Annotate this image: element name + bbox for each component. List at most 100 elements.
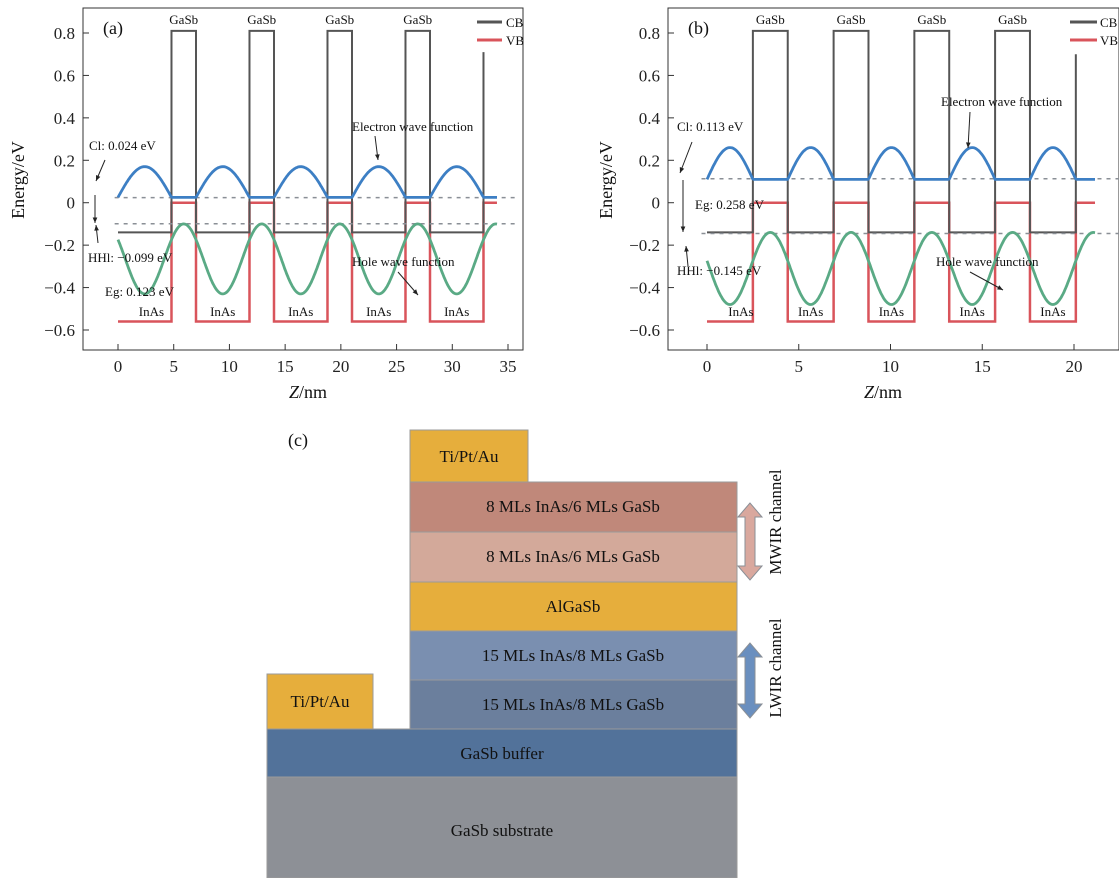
electron-wavefunction-a bbox=[116, 165, 497, 199]
x-tick-label-a-3: 15 bbox=[277, 357, 294, 376]
y-tick-label-b-1: 0.6 bbox=[639, 66, 660, 85]
eg-arrow-a-head bbox=[92, 217, 98, 223]
y-tick-label-a-0: 0.8 bbox=[54, 24, 75, 43]
inas-label-b-1: InAs bbox=[798, 304, 823, 319]
x-tick-label-a-0: 0 bbox=[114, 357, 123, 376]
legend-cb-label-b: CB bbox=[1100, 15, 1118, 30]
layer-lwir-1 bbox=[409, 630, 738, 681]
y-tick-label-a-6: −0.4 bbox=[44, 279, 75, 298]
x-tick-label-a-2: 10 bbox=[221, 357, 238, 376]
gasb-label-b-1: GaSb bbox=[837, 12, 866, 27]
hole-arrow-a-head bbox=[412, 289, 418, 295]
cl-annotation-b: Cl: 0.113 eV bbox=[677, 119, 744, 134]
band-diagram-b: (b) Energy/eV Z/nm 0 5 10 15 20 0.8 0.6 0.4 0.2 0… bbox=[596, 7, 1119, 402]
plot-frame-b bbox=[667, 7, 1119, 351]
eg-arrow-b-head bbox=[680, 226, 686, 232]
y-tick-label-a-3: 0.2 bbox=[54, 151, 75, 170]
x-axis-unit-b: /nm bbox=[874, 382, 902, 402]
hhl-arrow-a-head bbox=[94, 225, 99, 231]
cl-annotation-a: Cl: 0.024 eV bbox=[89, 138, 156, 153]
x-axis-title-a: Z/nm bbox=[289, 382, 327, 402]
inas-label-a-4: InAs bbox=[444, 304, 469, 319]
layer-mwir-1-label: 8 MLs InAs/6 MLs GaSb bbox=[486, 497, 660, 516]
cl-arrow-b-head bbox=[679, 167, 685, 173]
gasb-label-a-1: GaSb bbox=[247, 12, 276, 27]
y-tick-label-a-5: −0.2 bbox=[44, 236, 75, 255]
bottom-contact-label: Ti/Pt/Au bbox=[291, 692, 350, 711]
legend-cb-label-a: CB bbox=[506, 15, 524, 30]
inas-label-a-0: InAs bbox=[139, 304, 164, 319]
gasb-label-a-0: GaSb bbox=[169, 12, 198, 27]
gasb-label-a-3: GaSb bbox=[403, 12, 432, 27]
mwir-channel-arrow bbox=[736, 502, 764, 581]
y-tick-label-b-3: 0.2 bbox=[639, 151, 660, 170]
cb-line-a bbox=[118, 29, 485, 234]
plot-frame-a bbox=[82, 7, 524, 351]
y-tick-label-a-1: 0.6 bbox=[54, 66, 75, 85]
electron-annotation-a: Electron wave function bbox=[352, 119, 474, 134]
y-tick-label-a-2: 0.4 bbox=[54, 109, 76, 128]
panel-label-c: (c) bbox=[288, 430, 308, 451]
x-tick-label-a-6: 30 bbox=[444, 357, 461, 376]
electron-arrow-b bbox=[967, 111, 971, 149]
inas-label-b-4: InAs bbox=[1040, 304, 1065, 319]
electron-arrow-b-head bbox=[965, 142, 971, 148]
y-tick-label-b-2: 0.4 bbox=[639, 109, 661, 128]
x-tick-label-a-4: 20 bbox=[332, 357, 349, 376]
legend-vb-label-b: VB bbox=[1100, 33, 1118, 48]
mwir-channel-label: MWIR channel bbox=[766, 469, 785, 575]
layer-gasb-substrate-label: GaSb substrate bbox=[451, 821, 553, 840]
layer-mwir-2-label: 8 MLs InAs/6 MLs GaSb bbox=[486, 547, 660, 566]
legend-a: CB VB bbox=[477, 15, 524, 48]
inas-label-b-3: InAs bbox=[960, 304, 985, 319]
x-tick-label-b-4: 20 bbox=[1066, 357, 1083, 376]
electron-annotation-b: Electron wave function bbox=[941, 94, 1063, 109]
x-tick-label-a-1: 5 bbox=[169, 357, 178, 376]
y-axis-title-b: Energy/eV bbox=[596, 141, 616, 219]
hole-annotation-b: Hole wave function bbox=[936, 254, 1039, 269]
x-axis-var-b: Z bbox=[864, 382, 875, 402]
hhl-annotation-a: HHl: −0.099 eV bbox=[88, 250, 173, 265]
panel-label-b: (b) bbox=[688, 18, 709, 39]
hhl-annotation-b: HHl: −0.145 eV bbox=[677, 263, 762, 278]
x-tick-label-b-1: 5 bbox=[795, 357, 804, 376]
hole-wavefunction-a bbox=[116, 222, 498, 296]
panel-label-a: (a) bbox=[103, 18, 123, 39]
layer-lwir-2-label: 15 MLs InAs/8 MLs GaSb bbox=[482, 695, 664, 714]
layer-lwir-1-label: 15 MLs InAs/8 MLs GaSb bbox=[482, 646, 664, 665]
x-tick-label-a-7: 35 bbox=[500, 357, 517, 376]
y-tick-label-a-4: 0 bbox=[67, 194, 76, 213]
hole-arrow-b-head bbox=[997, 285, 1003, 290]
y-tick-label-b-5: −0.2 bbox=[629, 236, 660, 255]
y-tick-label-a-7: −0.6 bbox=[44, 321, 75, 340]
band-diagram-a: (a) Energy/eV Z/nm 0 5 10 15 20 25 30 35 0.8 0.6 0… bbox=[8, 7, 524, 402]
legend-b: CB VB bbox=[1070, 15, 1118, 48]
layer-gasb-buffer-label: GaSb buffer bbox=[460, 744, 544, 763]
x-tick-label-a-5: 25 bbox=[388, 357, 405, 376]
y-tick-label-b-7: −0.6 bbox=[629, 321, 660, 340]
gasb-label-b-0: GaSb bbox=[756, 12, 785, 27]
inas-label-a-1: InAs bbox=[210, 304, 235, 319]
inas-label-b-0: InAs bbox=[728, 304, 753, 319]
eg-annotation-a: Eg: 0.123 eV bbox=[105, 284, 175, 299]
eg-annotation-b: Eg: 0.258 eV bbox=[695, 197, 765, 212]
inas-label-b-2: InAs bbox=[879, 304, 904, 319]
layer-gasb-substrate bbox=[266, 776, 738, 878]
x-axis-title-b: Z/nm bbox=[864, 382, 902, 402]
electron-arrow-a-head bbox=[374, 154, 380, 160]
x-tick-label-b-0: 0 bbox=[703, 357, 712, 376]
layer-gasb-buffer bbox=[266, 728, 738, 778]
bottom-contact bbox=[266, 673, 374, 730]
cb-line-b bbox=[707, 29, 1077, 234]
layer-lwir-2 bbox=[409, 679, 738, 730]
top-contact bbox=[409, 429, 529, 483]
device-structure: (c) Ti/Pt/Au 8 MLs InAs/6 MLs GaSb 8 MLs… bbox=[266, 429, 785, 878]
inas-label-a-3: InAs bbox=[366, 304, 391, 319]
hole-wavefunction-b bbox=[705, 230, 1096, 306]
inas-label-a-2: InAs bbox=[288, 304, 313, 319]
x-tick-label-b-2: 10 bbox=[882, 357, 899, 376]
cl-arrow-a-head bbox=[96, 175, 101, 181]
gasb-label-b-3: GaSb bbox=[998, 12, 1027, 27]
cl-arrow-b bbox=[679, 141, 693, 174]
